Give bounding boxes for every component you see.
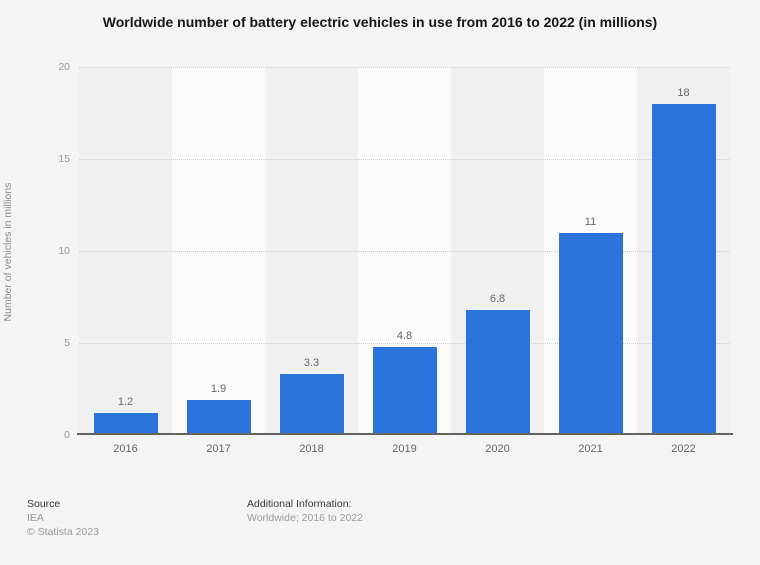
bar-2016[interactable] bbox=[93, 412, 158, 435]
bar-2018[interactable] bbox=[279, 374, 344, 435]
source-label: Source bbox=[27, 498, 61, 510]
bar-value-label-2019: 4.8 bbox=[396, 329, 413, 342]
bar-2021[interactable] bbox=[558, 232, 623, 435]
x-axis-line bbox=[77, 433, 733, 435]
y-tick-5: 5 bbox=[64, 337, 70, 349]
bar-2022[interactable] bbox=[651, 103, 716, 435]
additional-info-block: Additional Information: Worldwide; 2016 … bbox=[247, 497, 363, 525]
x-axis-label-2020: 2020 bbox=[485, 443, 510, 455]
x-axis-label-2019: 2019 bbox=[392, 443, 417, 455]
y-tick-15: 15 bbox=[58, 153, 70, 165]
bar-value-label-2022: 18 bbox=[677, 86, 690, 99]
bar-value-label-2016: 1.2 bbox=[117, 395, 134, 408]
gridline-10 bbox=[79, 251, 730, 252]
bar-2019[interactable] bbox=[372, 346, 437, 435]
y-tick-0: 0 bbox=[64, 429, 70, 441]
y-tick-20: 20 bbox=[58, 61, 70, 73]
x-axis-label-2018: 2018 bbox=[299, 443, 324, 455]
x-axis-label-2016: 2016 bbox=[113, 443, 138, 455]
x-axis-label-2022: 2022 bbox=[671, 443, 696, 455]
additional-info-value: Worldwide; 2016 to 2022 bbox=[247, 512, 363, 524]
gridline-20 bbox=[79, 67, 730, 68]
bar-2020[interactable] bbox=[465, 309, 530, 435]
gridline-15 bbox=[79, 159, 730, 160]
source-value: IEA bbox=[27, 512, 44, 524]
bar-value-label-2020: 6.8 bbox=[489, 292, 506, 305]
source-block: Source IEA © Statista 2023 bbox=[27, 497, 99, 539]
bar-value-label-2021: 11 bbox=[584, 215, 597, 228]
bar-value-label-2018: 3.3 bbox=[303, 357, 320, 370]
x-axis-label-2017: 2017 bbox=[206, 443, 231, 455]
chart-title: Worldwide number of battery electric veh… bbox=[102, 14, 658, 30]
bar-value-label-2017: 1.9 bbox=[210, 383, 227, 396]
copyright-notice: © Statista 2023 bbox=[27, 526, 99, 538]
additional-info-label: Additional Information: bbox=[247, 498, 352, 510]
y-tick-10: 10 bbox=[58, 245, 70, 257]
x-axis-label-2021: 2021 bbox=[578, 443, 603, 455]
plot-area: 1.2 1.9 3.3 4.8 6.8 11 18 bbox=[79, 67, 730, 435]
bar-2017[interactable] bbox=[186, 400, 251, 435]
gridline-5 bbox=[79, 343, 730, 344]
